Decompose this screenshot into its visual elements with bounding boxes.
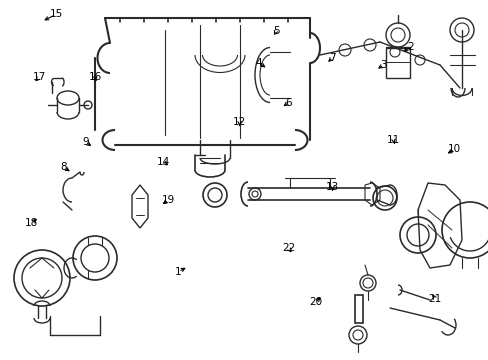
Text: 17: 17	[32, 72, 46, 82]
Bar	[385, 48, 409, 78]
Text: 5: 5	[272, 26, 279, 36]
Text: 7: 7	[328, 53, 335, 63]
Text: 22: 22	[281, 243, 295, 253]
Text: 14: 14	[157, 157, 170, 167]
Bar	[354, 295, 362, 323]
Text: 20: 20	[308, 297, 321, 307]
Text: 2: 2	[407, 42, 413, 52]
Text: 10: 10	[447, 144, 460, 154]
Text: 21: 21	[427, 294, 441, 304]
Text: 11: 11	[386, 135, 400, 145]
Text: 15: 15	[49, 9, 63, 19]
Text: 1: 1	[175, 267, 182, 277]
Text: 9: 9	[82, 137, 89, 147]
Text: 18: 18	[25, 218, 39, 228]
Text: 3: 3	[380, 60, 386, 70]
Text: 16: 16	[88, 72, 102, 82]
Text: 8: 8	[60, 162, 67, 172]
Text: 13: 13	[325, 182, 339, 192]
Text: 19: 19	[162, 195, 175, 205]
Text: 6: 6	[285, 98, 291, 108]
Text: 12: 12	[232, 117, 246, 127]
Text: 4: 4	[255, 58, 262, 68]
